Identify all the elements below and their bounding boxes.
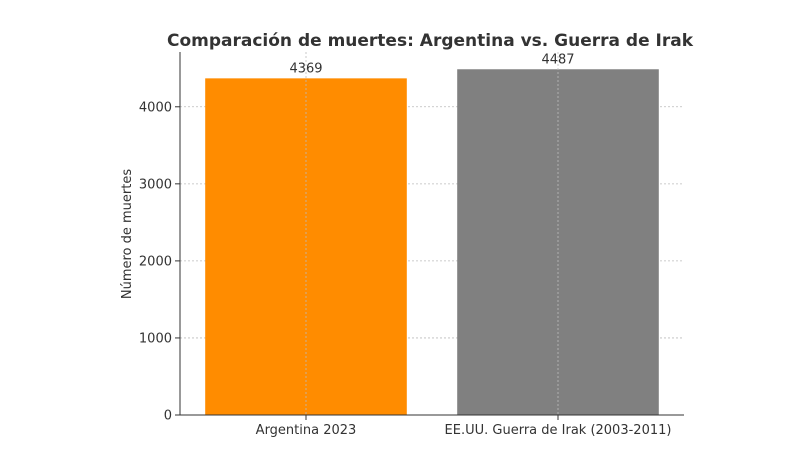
- x-tick-label: Argentina 2023: [256, 423, 357, 438]
- chart-title: Comparación de muertes: Argentina vs. Gu…: [167, 31, 694, 51]
- y-tick-label: 2000: [139, 254, 172, 269]
- y-tick-label: 3000: [139, 177, 172, 192]
- data-label: 4487: [541, 52, 574, 67]
- y-tick-label: 4000: [139, 100, 172, 115]
- y-tick-label: 0: [164, 409, 172, 424]
- y-tick-label: 1000: [139, 331, 172, 346]
- axes: [175, 52, 684, 420]
- data-label: 4369: [289, 61, 322, 76]
- labels: 0 1000 2000 3000 4000 Argentina 2023 4369 EE.UU…: [139, 52, 672, 438]
- x-tick-label: EE.UU. Guerra de Irak (2003-2011): [445, 423, 672, 438]
- bars: [205, 52, 659, 416]
- bar-1: [205, 78, 407, 416]
- y-axis-title: Número de muertes: [120, 169, 135, 299]
